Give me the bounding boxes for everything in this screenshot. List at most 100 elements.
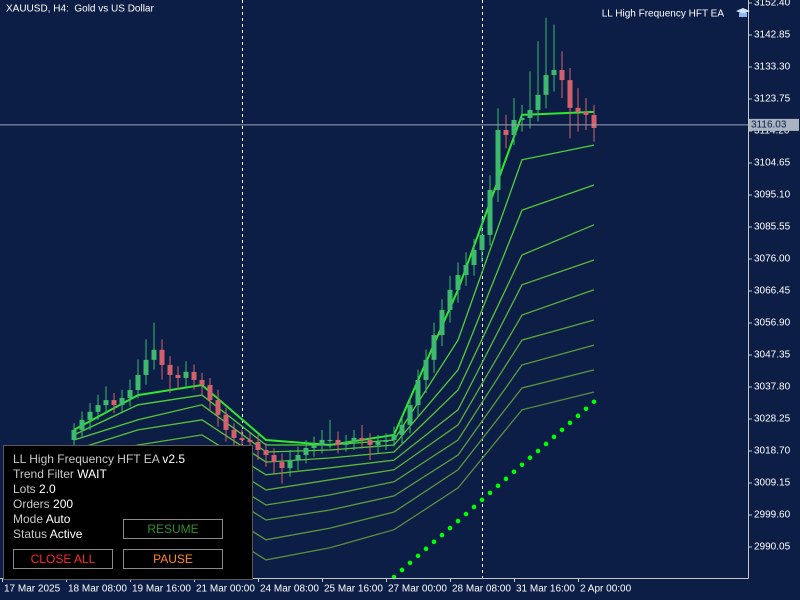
candle-body xyxy=(383,439,389,442)
row-label: Orders xyxy=(13,497,50,511)
x-tick-label: 2 Apr 00:00 xyxy=(580,584,632,595)
candle-body xyxy=(151,349,157,360)
y-tick-label: 3018.70 xyxy=(754,446,791,457)
ea-name: LL High Frequency HFT EA xyxy=(602,9,725,20)
candle-body xyxy=(359,437,365,440)
candle-body xyxy=(87,411,93,420)
candle-body xyxy=(407,405,413,425)
candle-body xyxy=(399,424,405,435)
y-tick-label: 3152.40 xyxy=(754,0,791,9)
indicator-dot xyxy=(487,490,493,496)
candle-body xyxy=(143,359,149,375)
x-tick-label: 21 Mar 00:00 xyxy=(196,584,255,595)
candle-body xyxy=(511,119,517,136)
indicator-dot xyxy=(535,448,541,454)
candle-body xyxy=(71,429,77,440)
candle-body xyxy=(415,379,421,406)
candle-body xyxy=(543,75,549,95)
candle-body xyxy=(103,400,109,406)
y-tick-label: 2990.05 xyxy=(754,542,791,553)
candle-body xyxy=(335,439,341,445)
indicator-dot xyxy=(527,455,533,461)
indicator-dot xyxy=(567,420,573,426)
candle-body xyxy=(175,374,181,378)
candle-body xyxy=(447,289,453,310)
ma-line xyxy=(73,259,595,476)
y-tick-label: 3076.00 xyxy=(754,254,791,265)
indicator-dot xyxy=(471,504,477,510)
candle-body xyxy=(551,70,557,76)
candle-body xyxy=(503,130,509,136)
candle-body xyxy=(119,398,125,406)
panel-row: Lots 2.0 xyxy=(13,482,56,496)
candle-body xyxy=(591,114,597,128)
indicator-dot xyxy=(503,476,509,482)
row-value: WAIT xyxy=(77,467,107,481)
x-tick-label: 27 Mar 00:00 xyxy=(388,584,447,595)
panel-version: v2.5 xyxy=(162,452,186,466)
indicator-dot xyxy=(543,441,549,447)
candle-body xyxy=(247,439,253,442)
row-label: Trend Filter xyxy=(13,467,74,481)
candle-body xyxy=(255,441,261,451)
candle-body xyxy=(287,460,293,469)
y-tick-label: 3066.45 xyxy=(754,286,791,297)
candle-body xyxy=(375,441,381,445)
indicator-dot xyxy=(455,518,461,524)
candle-body xyxy=(311,444,317,448)
candle-body xyxy=(159,349,165,365)
y-tick-label: 3037.80 xyxy=(754,382,791,393)
candle-body xyxy=(567,80,573,108)
pause-button[interactable]: PAUSE xyxy=(123,549,223,569)
candle-body xyxy=(191,371,197,380)
panel-row: Status Active xyxy=(13,527,82,541)
indicator-dot xyxy=(495,483,501,489)
indicator-dot xyxy=(511,469,517,475)
indicator-dot xyxy=(463,511,469,517)
ma-line xyxy=(73,184,595,453)
candle-body xyxy=(391,434,397,440)
close-all-button[interactable]: CLOSE ALL xyxy=(13,549,113,569)
indicator-dot xyxy=(591,399,597,405)
indicator-dot xyxy=(551,434,557,440)
candle-body xyxy=(343,441,349,445)
candle-body xyxy=(351,437,357,442)
y-tick-label: 3056.90 xyxy=(754,318,791,329)
candle-body xyxy=(463,265,469,276)
indicator-dot xyxy=(575,413,581,419)
candle-body xyxy=(479,234,485,250)
x-tick-label: 24 Mar 08:00 xyxy=(260,584,319,595)
candle-body xyxy=(135,374,141,391)
x-tick-label: 19 Mar 16:00 xyxy=(132,584,191,595)
candle-body xyxy=(487,189,493,235)
candle-body xyxy=(263,450,269,456)
x-tick-label: 17 Mar 2025 xyxy=(4,584,61,595)
bid-label: 3116.03 xyxy=(751,120,787,131)
candle-body xyxy=(471,249,477,266)
indicator-dot xyxy=(447,525,453,531)
candle-body xyxy=(231,429,237,438)
ma-line xyxy=(73,224,595,463)
ea-icon xyxy=(736,8,750,17)
candle-body xyxy=(271,455,277,463)
indicator-dot xyxy=(559,427,565,433)
y-tick-label: 3123.75 xyxy=(754,94,791,105)
candle-body xyxy=(319,439,325,445)
indicator-dot xyxy=(407,560,413,566)
y-tick-label: 3028.25 xyxy=(754,414,791,425)
y-tick-label: 3085.55 xyxy=(754,222,791,233)
bid-label-box xyxy=(749,118,799,131)
candle-body xyxy=(111,400,117,406)
panel-row: Orders 200 xyxy=(13,497,73,511)
candle-body xyxy=(423,359,429,380)
resume-button[interactable]: RESUME xyxy=(123,519,223,539)
candle-body xyxy=(215,400,221,415)
x-tick-label: 31 Mar 16:00 xyxy=(516,584,575,595)
candle-body xyxy=(495,130,501,190)
candle-body xyxy=(239,437,245,440)
x-tick-label: 25 Mar 16:00 xyxy=(324,584,383,595)
y-tick-label: 3009.15 xyxy=(754,478,791,489)
x-tick-label: 18 Mar 08:00 xyxy=(68,584,127,595)
y-tick-label: 3114.20 xyxy=(754,126,790,137)
y-tick-label: 3104.65 xyxy=(754,158,791,169)
